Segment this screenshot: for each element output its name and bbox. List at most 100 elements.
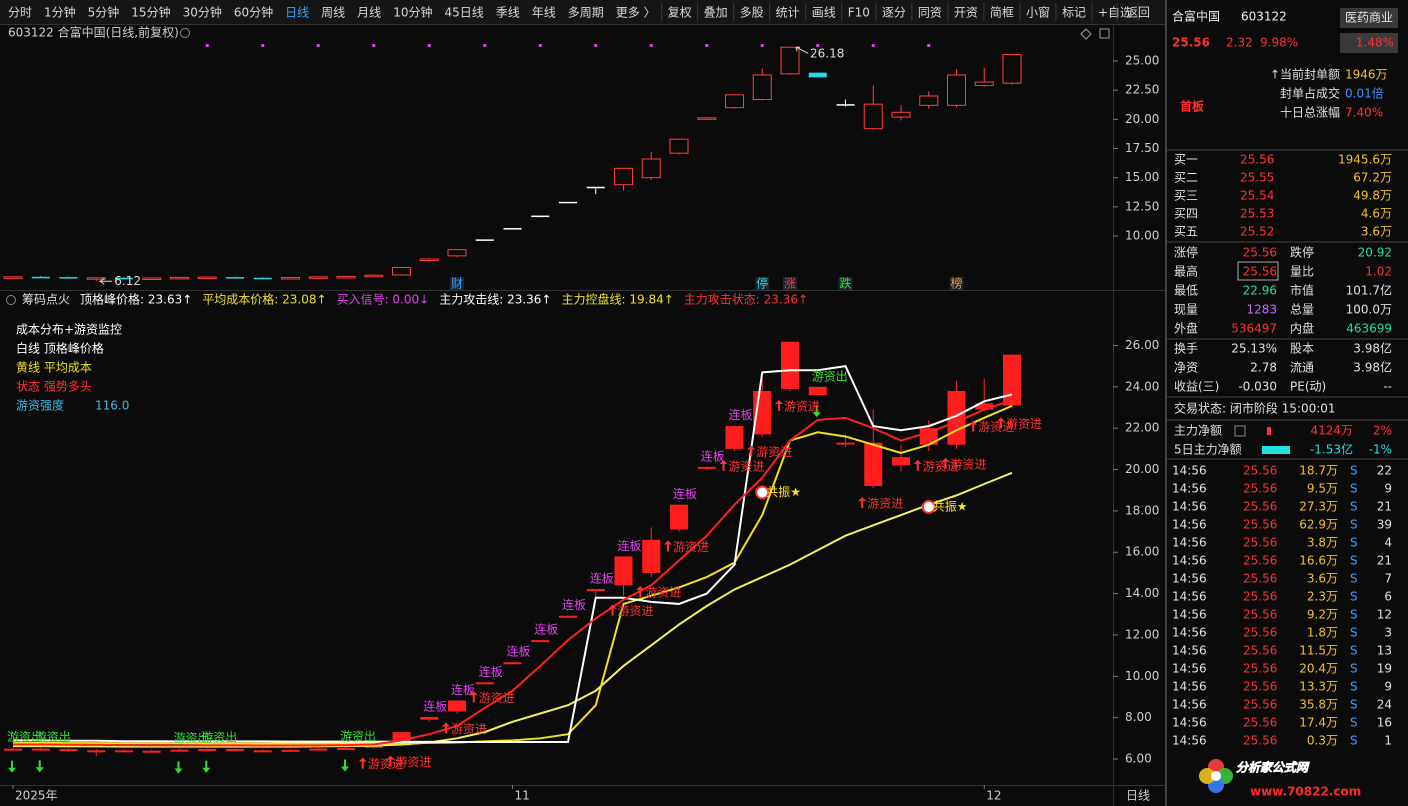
stock-code: 603122 (1241, 10, 1287, 24)
candle-body (670, 504, 688, 530)
tick-count: 21 (1377, 500, 1392, 514)
toolbar-button[interactable]: 更多 〉 (616, 6, 656, 20)
flow-pct: -1% (1369, 443, 1392, 457)
info-label: 封单占成交 (1280, 86, 1340, 101)
tag-label: 连板 (673, 486, 697, 501)
candle-body (170, 749, 189, 752)
toolbar-button[interactable]: 60分钟 (234, 5, 273, 20)
tick-volume: 9.5万 (1307, 482, 1338, 496)
tag-label: 游资进 (396, 755, 432, 769)
toolbar-button[interactable]: 画线 (812, 6, 836, 20)
marker-dot (927, 44, 931, 47)
toolbar-button[interactable]: 15分钟 (131, 5, 170, 20)
tick-side: S (1350, 554, 1358, 568)
indicator-value: 买入信号: 0.00↓ (337, 293, 430, 307)
toolbar-button[interactable]: 1分钟 (44, 5, 76, 20)
toolbar-button[interactable]: 5分钟 (88, 5, 120, 20)
stat-label: 股本 (1290, 342, 1314, 356)
y-tick-label: 6.00 (1125, 751, 1152, 765)
min-label: 6.12 (114, 274, 141, 288)
tag-label: 连板 (534, 622, 558, 637)
tag-arrow (35, 760, 44, 773)
toolbar-button[interactable]: 复权 (668, 6, 692, 20)
legend-text: 游资强度 (16, 398, 64, 413)
candle-body (947, 74, 966, 106)
candle-body (336, 275, 356, 279)
tick-time: 14:56 (1172, 554, 1207, 568)
toolbar-button[interactable]: 多周期 (568, 6, 604, 20)
candle-body (586, 589, 605, 592)
change: 2.32 (1226, 36, 1253, 50)
indicator-line (13, 404, 1013, 745)
y-tick-label: 22.00 (1125, 421, 1159, 435)
tick-side: S (1350, 482, 1358, 496)
tick-volume: 2.3万 (1307, 590, 1338, 604)
tick-volume: 13.3万 (1299, 680, 1338, 694)
candle-body (226, 277, 244, 279)
toolbar-button[interactable]: 逐分 (882, 6, 906, 20)
toolbar-button[interactable]: 45日线 (444, 6, 483, 20)
tick-time: 14:56 (1172, 662, 1207, 676)
tick-side: S (1350, 716, 1358, 730)
toolbar-button[interactable]: +自选 (1098, 6, 1132, 20)
tag-arrow (913, 459, 922, 471)
toolbar-button[interactable]: 10分钟 (393, 5, 432, 20)
candle-body (808, 72, 827, 78)
legend-text: 黄线 平均成本 (16, 361, 92, 375)
toolbar-button[interactable]: 统计 (776, 6, 800, 20)
candle-body (86, 277, 106, 280)
stat-value: 22.96 (1243, 284, 1277, 298)
candle-body (864, 442, 883, 487)
toolbar-button[interactable]: 标记 (1062, 6, 1086, 20)
stat-label: PE(动) (1290, 380, 1326, 394)
toolbar-button[interactable]: 多股 (740, 6, 764, 20)
toolbar-button[interactable]: 同资 (918, 6, 942, 20)
toolbar-button[interactable]: 简框 (990, 6, 1014, 20)
toolbar-button[interactable]: 日线 (285, 6, 309, 20)
book-price: 25.52 (1240, 225, 1274, 239)
tick-count: 4 (1384, 536, 1392, 550)
toolbar-button[interactable]: F10 (848, 6, 870, 20)
marker-dot (649, 44, 653, 47)
book-label: 买三 (1174, 189, 1198, 203)
tick-price: 25.56 (1243, 518, 1277, 532)
tag-arrow (997, 417, 1005, 429)
period-label[interactable]: 日线 (1126, 789, 1150, 803)
toolbar-button[interactable]: 年线 (532, 6, 556, 20)
y-tick-label: 10.00 (1125, 229, 1159, 243)
toolbar-button[interactable]: 月线 (357, 6, 381, 20)
book-volume: 67.2万 (1353, 171, 1392, 185)
y-tick-label: 18.00 (1125, 503, 1159, 517)
tag-arrow (719, 459, 728, 471)
stat-value: 3.98亿 (1353, 341, 1392, 356)
stat-label: 总量 (1290, 303, 1314, 317)
book-price: 25.55 (1240, 171, 1274, 185)
indicator-value: 主力攻击状态: 23.36↑ (684, 293, 808, 307)
tag-label: 游资进 (451, 722, 487, 736)
y-tick-label: 8.00 (1125, 710, 1152, 724)
event-tag-bg (949, 277, 964, 290)
stat-value: 25.56 (1243, 246, 1277, 260)
tag-label: 游资进 (673, 540, 709, 554)
toolbar-button[interactable]: 30分钟 (183, 5, 222, 20)
tag-label: 连板 (451, 682, 475, 697)
toolbar-button[interactable]: 小窗 (1026, 6, 1050, 20)
toolbar-button[interactable]: 周线 (321, 6, 345, 20)
tick-volume: 3.6万 (1307, 572, 1338, 586)
stat-value: 536497 (1231, 322, 1277, 336)
book-price: 25.53 (1240, 207, 1274, 221)
tick-price: 25.56 (1243, 590, 1277, 604)
tick-time: 14:56 (1172, 608, 1207, 622)
toolbar-button[interactable]: 分时 (8, 6, 32, 20)
toolbar-button[interactable]: 叠加 (704, 6, 728, 20)
legend-text: 白线 顶格峰价格 (16, 341, 104, 356)
toolbar-button[interactable]: 返回 (1126, 6, 1150, 20)
toolbar-button[interactable]: 季线 (496, 6, 520, 20)
tag-arrow (812, 405, 821, 418)
change-pct: 9.98% (1260, 36, 1298, 50)
candle-body (614, 167, 633, 186)
toolbar-button[interactable]: 开资 (954, 6, 978, 20)
watermark-title: 分析家公式网 (1236, 761, 1310, 775)
candle-body (59, 277, 78, 279)
